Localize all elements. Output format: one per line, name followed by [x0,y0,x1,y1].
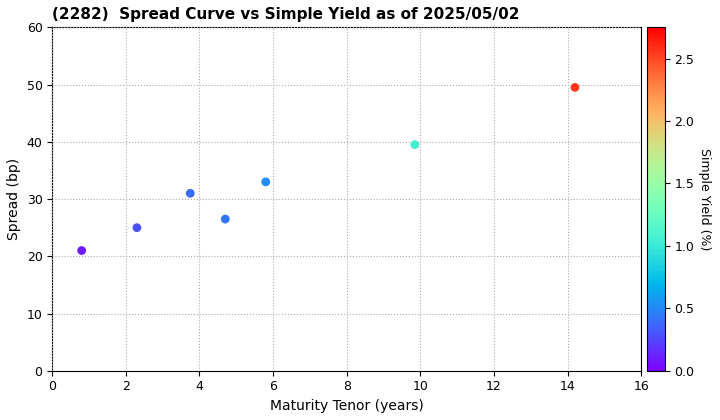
Text: (2282)  Spread Curve vs Simple Yield as of 2025/05/02: (2282) Spread Curve vs Simple Yield as o… [53,7,520,22]
Point [76,247,87,254]
Point [260,178,271,185]
Point [409,141,420,148]
Y-axis label: Simple Yield (%): Simple Yield (%) [698,148,711,250]
Y-axis label: Spread (bp): Spread (bp) [7,158,21,240]
Point [184,190,196,197]
Point [131,224,143,231]
Point [570,84,581,91]
Point [220,216,231,223]
X-axis label: Maturity Tenor (years): Maturity Tenor (years) [270,399,423,413]
